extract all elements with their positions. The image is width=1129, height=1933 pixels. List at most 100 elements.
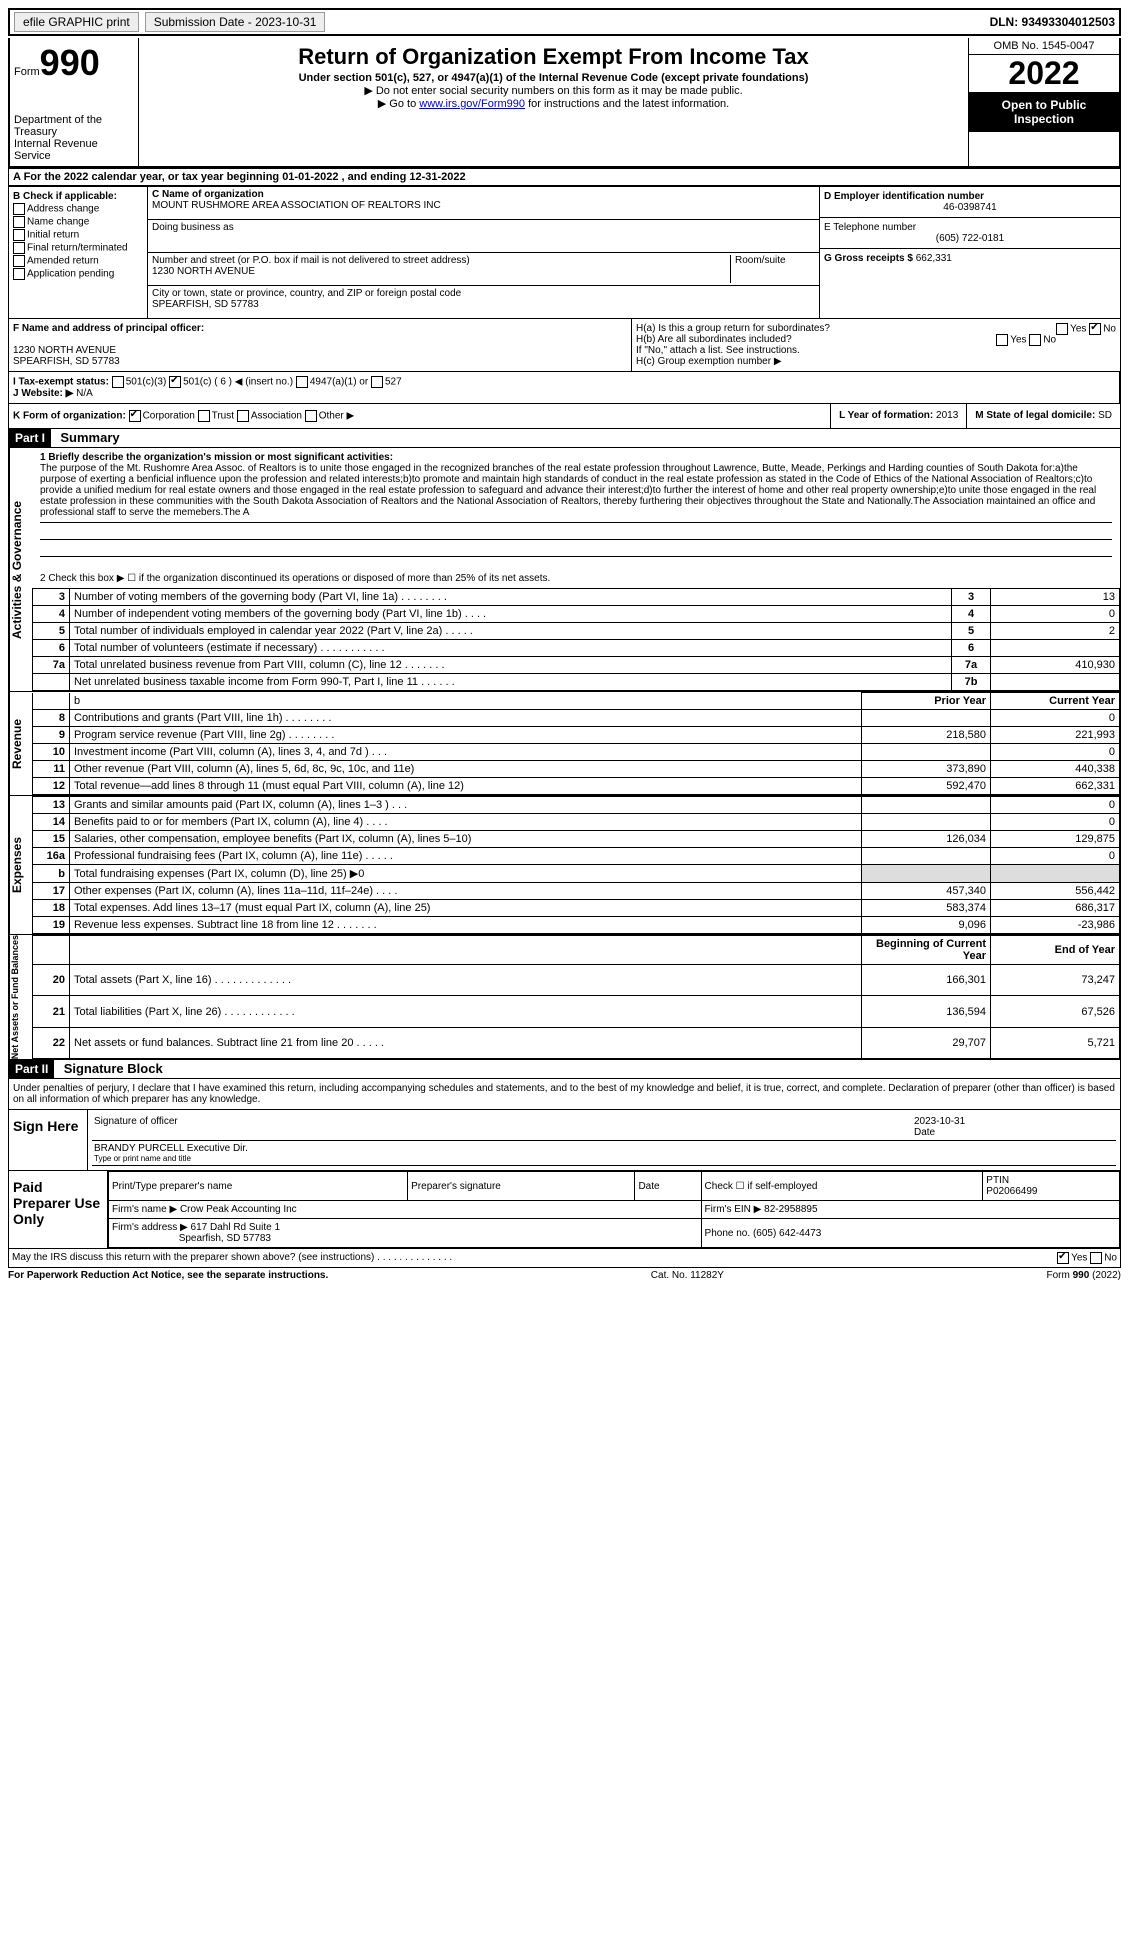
firm-phone-label: Phone no. [705, 1228, 751, 1239]
ptin-label: PTIN [986, 1175, 1009, 1186]
table-row: 21Total liabilities (Part X, line 26) . … [33, 996, 1120, 1027]
table-row: 12Total revenue—add lines 8 through 11 (… [33, 778, 1120, 795]
section-net-assets: Net Assets or Fund Balances Beginning of… [8, 935, 1121, 1060]
col-b-checkboxes: B Check if applicable: Address change Na… [9, 187, 148, 318]
l-label: L Year of formation: [839, 410, 933, 421]
firm-name: Crow Peak Accounting Inc [180, 1204, 297, 1215]
chk-address-change[interactable]: Address change [13, 203, 143, 215]
table-row: 8Contributions and grants (Part VIII, li… [33, 710, 1120, 727]
officer-name-title: BRANDY PURCELL Executive Dir. [94, 1143, 1114, 1154]
part1-title: Summary [54, 428, 125, 447]
table-row: 4Number of independent voting members of… [33, 606, 1120, 623]
dba-cell: Doing business as [148, 220, 819, 253]
cat-no: Cat. No. 11282Y [651, 1270, 724, 1281]
b-title: B Check if applicable: [13, 191, 143, 202]
firm-ein-label: Firm's EIN ▶ [705, 1204, 762, 1215]
form-subtitle: Under section 501(c), 527, or 4947(a)(1)… [147, 72, 960, 84]
org-city: SPEARFISH, SD 57783 [152, 299, 815, 310]
paid-preparer-label: Paid Preparer Use Only [9, 1171, 108, 1248]
table-row: 16aProfessional fundraising fees (Part I… [33, 848, 1120, 865]
header-mid: Return of Organization Exempt From Incom… [139, 38, 968, 166]
table-row: 18Total expenses. Add lines 13–17 (must … [33, 900, 1120, 917]
table-row: 17Other expenses (Part IX, column (A), l… [33, 883, 1120, 900]
prior-year-header: Prior Year [862, 693, 991, 710]
h-note: If "No," attach a list. See instructions… [636, 345, 1116, 356]
officer-addr1: 1230 NORTH AVENUE [13, 345, 627, 356]
table-row: 10Investment income (Part VIII, column (… [33, 744, 1120, 761]
form990-link[interactable]: www.irs.gov/Form990 [419, 98, 525, 110]
opt-4947: 4947(a)(1) or [310, 377, 368, 388]
website-value: N/A [76, 388, 93, 399]
opt-501c: 501(c) ( 6 ) ◀ (insert no.) [183, 377, 293, 388]
k-form-org: K Form of organization: Corporation Trus… [9, 404, 830, 428]
table-row: 7aTotal unrelated business revenue from … [33, 657, 1120, 674]
sig-date-label: Date [914, 1127, 1114, 1138]
opt-trust: Trust [212, 411, 234, 422]
opt-assoc: Association [251, 411, 302, 422]
table-row: 20Total assets (Part X, line 16) . . . .… [33, 965, 1120, 996]
table-row: 11Other revenue (Part VIII, column (A), … [33, 761, 1120, 778]
goto-note: ▶ Go to www.irs.gov/Form990 for instruct… [147, 97, 960, 110]
l-value: 2013 [936, 410, 958, 421]
table-row: 19Revenue less expenses. Subtract line 1… [33, 917, 1120, 934]
hb-row: H(b) Are all subordinates included? Yes … [636, 334, 1116, 345]
m-label: M State of legal domicile: [975, 410, 1095, 421]
chk-amended-return[interactable]: Amended return [13, 255, 143, 267]
c-name-label: C Name of organization [152, 189, 815, 200]
goto-post: for instructions and the latest informat… [525, 98, 729, 110]
firm-addr2: Spearfish, SD 57783 [179, 1233, 271, 1244]
table-row: 14Benefits paid to or for members (Part … [33, 814, 1120, 831]
ptin-value: P02066499 [986, 1186, 1037, 1197]
phone-cell: E Telephone number (605) 722-0181 [820, 218, 1120, 249]
chk-final-return[interactable]: Final return/terminated [13, 242, 143, 254]
signature-block: Under penalties of perjury, I declare th… [8, 1079, 1121, 1268]
part1-header-row: Part I Summary [8, 429, 1121, 448]
row-klm: K Form of organization: Corporation Trus… [8, 404, 1121, 429]
irs-label: Internal Revenue Service [14, 138, 134, 162]
net-assets-table: Beginning of Current Year End of Year 20… [32, 935, 1120, 1059]
header-right: OMB No. 1545-0047 2022 Open to Public In… [968, 38, 1119, 166]
gross-cell: G Gross receipts $ 662,331 [820, 249, 1120, 268]
table-row: 9Program service revenue (Part VIII, lin… [33, 727, 1120, 744]
room-label: Room/suite [730, 255, 815, 283]
current-year-header: Current Year [991, 693, 1120, 710]
table-row: 3Number of voting members of the governi… [33, 589, 1120, 606]
firm-name-label: Firm's name ▶ [112, 1204, 177, 1215]
type-name-label: Type or print name and title [94, 1154, 1114, 1163]
opt-527: 527 [385, 377, 402, 388]
chk-initial-return[interactable]: Initial return [13, 229, 143, 241]
submission-date-button[interactable]: Submission Date - 2023-10-31 [145, 12, 326, 32]
dln-label: DLN: 93493304012503 [990, 15, 1115, 29]
vlabel-revenue: Revenue [9, 692, 32, 795]
p-date-label: Date [635, 1172, 701, 1201]
top-bar: efile GRAPHIC print Submission Date - 20… [8, 8, 1121, 36]
mission-text: The purpose of the Mt. Rushomre Area Ass… [40, 463, 1112, 518]
dba-label: Doing business as [152, 222, 815, 233]
city-label: City or town, state or province, country… [152, 288, 815, 299]
dept-treasury: Department of the Treasury [14, 114, 134, 138]
officer-addr2: SPEARFISH, SD 57783 [13, 356, 627, 367]
header-left: Form990 Department of the Treasury Inter… [10, 38, 139, 166]
sig-date-value: 2023-10-31 [914, 1116, 1114, 1127]
part1-header: Part I [9, 429, 51, 447]
phone-value: (605) 722-0181 [824, 233, 1116, 244]
line1-label: 1 Briefly describe the organization's mi… [40, 452, 1112, 463]
table-row: 15Salaries, other compensation, employee… [33, 831, 1120, 848]
chk-application-pending[interactable]: Application pending [13, 268, 143, 280]
perjury-text: Under penalties of perjury, I declare th… [9, 1079, 1120, 1109]
firm-phone: (605) 642-4473 [753, 1228, 821, 1239]
col-h-group: H(a) Is this a group return for subordin… [632, 319, 1120, 371]
part2-title: Signature Block [58, 1059, 169, 1078]
d-label: D Employer identification number [824, 191, 1116, 202]
section-governance: Activities & Governance 1 Briefly descri… [8, 448, 1121, 692]
pra-notice: For Paperwork Reduction Act Notice, see … [8, 1270, 328, 1281]
form-number: 990 [40, 42, 100, 83]
chk-name-change[interactable]: Name change [13, 216, 143, 228]
j-label: J Website: ▶ [13, 388, 73, 399]
end-year-header: End of Year [991, 936, 1120, 965]
efile-print-button[interactable]: efile GRAPHIC print [14, 12, 139, 32]
tax-status-row: I Tax-exempt status: 501(c)(3) 501(c) ( … [9, 372, 1120, 403]
firm-ein: 82-2958895 [764, 1204, 817, 1215]
tax-year: 2022 [969, 55, 1119, 92]
vlabel-governance: Activities & Governance [9, 448, 32, 691]
